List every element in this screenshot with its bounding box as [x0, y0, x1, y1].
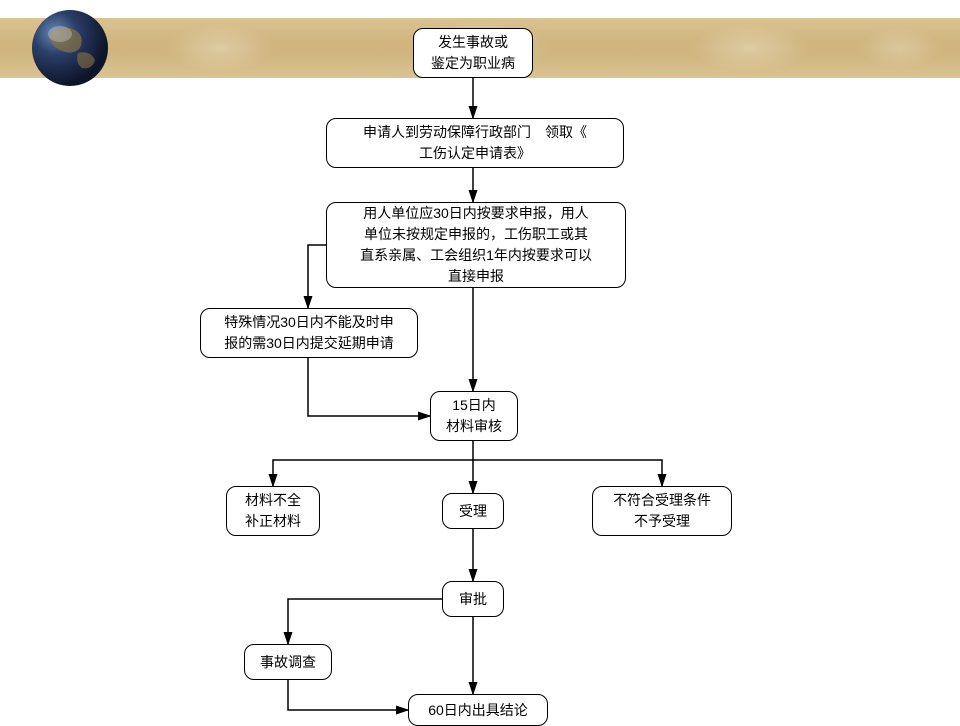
- node-text: 申请人到劳动保障行政部门 领取《工伤认定申请表》: [363, 122, 587, 164]
- node-text: 特殊情况30日内不能及时申报的需30日内提交延期申请: [224, 312, 394, 354]
- node-apply-form: 申请人到劳动保障行政部门 领取《工伤认定申请表》: [326, 118, 624, 168]
- node-start: 发生事故或鉴定为职业病: [413, 28, 533, 78]
- node-extension: 特殊情况30日内不能及时申报的需30日内提交延期申请: [200, 308, 418, 358]
- node-text: 15日内材料审核: [446, 395, 502, 437]
- node-reject: 不符合受理条件不予受理: [592, 486, 732, 536]
- node-text: 审批: [459, 589, 487, 610]
- node-investigation: 事故调查: [244, 644, 332, 680]
- node-approval: 审批: [442, 581, 504, 617]
- node-text: 60日内出具结论: [428, 700, 528, 721]
- node-text: 事故调查: [260, 652, 316, 673]
- node-text: 用人单位应30日内按要求申报，用人单位未按规定申报的，工伤职工或其直系亲属、工会…: [360, 203, 592, 287]
- node-text: 发生事故或鉴定为职业病: [431, 32, 515, 74]
- node-conclusion: 60日内出具结论: [408, 694, 548, 726]
- node-text: 材料不全补正材料: [245, 490, 301, 532]
- node-incomplete: 材料不全补正材料: [226, 486, 320, 536]
- node-text: 不符合受理条件不予受理: [613, 490, 711, 532]
- globe-icon: [30, 8, 110, 88]
- node-accept: 受理: [442, 493, 504, 529]
- node-review: 15日内材料审核: [430, 391, 518, 441]
- node-employer-report: 用人单位应30日内按要求申报，用人单位未按规定申报的，工伤职工或其直系亲属、工会…: [326, 202, 626, 288]
- node-text: 受理: [459, 501, 487, 522]
